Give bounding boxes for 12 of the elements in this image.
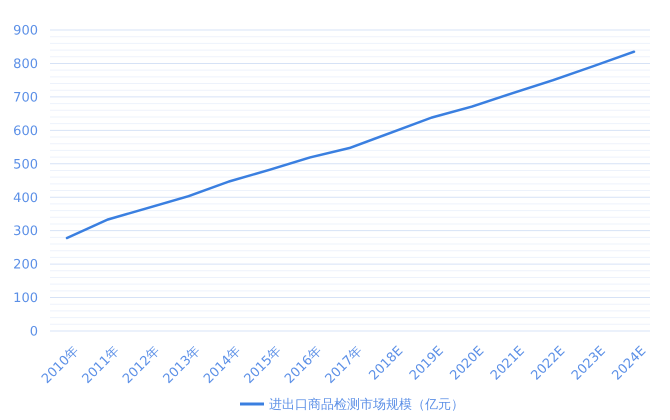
y-tick-label: 300	[13, 224, 38, 240]
legend-label: 进出口商品检测市场规模（亿元）	[269, 398, 464, 413]
y-tick-label: 600	[13, 124, 38, 139]
y-tick-label: 800	[13, 56, 38, 72]
y-tick-label: 0	[30, 324, 38, 340]
y-tick-label: 100	[13, 291, 38, 306]
line-series	[66, 50, 636, 240]
y-tick-label: 400	[13, 190, 38, 206]
y-tick-label: 200	[13, 258, 38, 273]
y-tick-label: 700	[13, 90, 38, 106]
y-tick-label: 500	[13, 157, 38, 172]
y-tick-label: 900	[13, 24, 38, 39]
